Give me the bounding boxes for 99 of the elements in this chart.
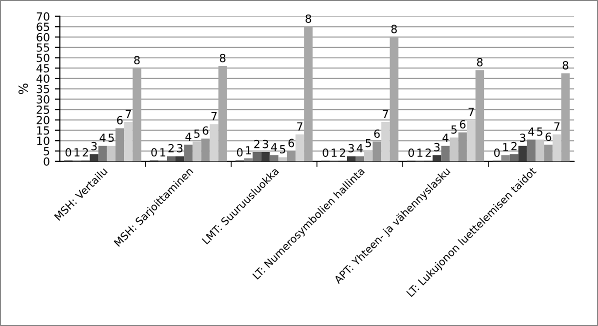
- text: 7: [554, 122, 560, 130]
- y-tick-label: 55: [36, 44, 50, 52]
- text: 1: [332, 148, 337, 157]
- text: 1: [417, 148, 422, 157]
- text: 4: [185, 132, 192, 141]
- text: 8: [220, 54, 226, 62]
- text: 2: [82, 148, 88, 156]
- text: 3: [520, 134, 526, 142]
- bar: [356, 156, 364, 162]
- bar: [252, 152, 262, 162]
- text: 4: [528, 128, 534, 136]
- bar: [501, 155, 510, 162]
- text: 4: [356, 144, 363, 152]
- text: 3: [91, 142, 97, 150]
- text: 0: [236, 148, 243, 157]
- bar: [98, 146, 107, 162]
- text: 6: [374, 129, 380, 138]
- series-label: 5: [108, 134, 114, 142]
- text: 6: [546, 132, 552, 141]
- bar: [176, 156, 184, 162]
- bar: [124, 122, 133, 162]
- bar: [90, 154, 98, 162]
- y-tick-label: 10: [37, 136, 50, 146]
- y-tick-label: 40: [36, 74, 50, 83]
- series-label: 6: [117, 116, 123, 124]
- bar: [364, 151, 373, 162]
- text: 6: [288, 138, 294, 148]
- bar: [544, 144, 553, 162]
- bar: [192, 142, 202, 162]
- text: 5: [194, 130, 200, 138]
- bar: [296, 134, 304, 162]
- series-label: 2: [511, 142, 517, 150]
- series-label: 0: [66, 148, 72, 157]
- text: 2: [254, 140, 260, 148]
- bar: [432, 155, 442, 162]
- text: 7: [126, 110, 131, 118]
- y-axis-title: %: [18, 84, 28, 94]
- bar: [536, 140, 544, 162]
- series-label: 8: [391, 24, 397, 34]
- y-tick-label: 25: [36, 106, 50, 114]
- y-tick-label: 30: [36, 95, 50, 104]
- text: 8: [477, 58, 483, 66]
- bar: [381, 122, 390, 162]
- text: 0: [151, 148, 157, 157]
- bar: [106, 146, 116, 162]
- series-label: 1: [246, 146, 251, 154]
- text: 5: [537, 128, 542, 136]
- bar: [210, 124, 218, 162]
- bar: [466, 120, 476, 162]
- text: 3: [348, 144, 354, 152]
- y-tick-label: 50: [36, 54, 50, 62]
- text: 5: [366, 138, 371, 148]
- bar: [278, 157, 287, 162]
- text: 8: [306, 14, 312, 23]
- text: 7: [468, 108, 474, 116]
- text: 4: [442, 134, 448, 142]
- bar: [346, 156, 356, 162]
- y-tick-label: 60: [36, 33, 50, 42]
- text: 1: [503, 143, 508, 152]
- bar: [510, 154, 518, 162]
- y-tick-label: 35: [36, 84, 50, 94]
- bar: [552, 134, 562, 162]
- bar: [450, 138, 458, 162]
- y-tick-label: 45: [36, 64, 50, 72]
- series-label: 7: [211, 112, 217, 120]
- text: 1: [74, 148, 80, 156]
- text: 6: [202, 126, 208, 135]
- series-label: 4: [100, 134, 106, 142]
- text: 0: [322, 148, 328, 157]
- text: 5: [280, 145, 286, 154]
- bar: [441, 146, 450, 162]
- text: 4: [271, 143, 277, 152]
- text: 7: [297, 122, 302, 130]
- text: 7: [382, 110, 388, 118]
- text: 0: [408, 148, 414, 157]
- text: 1: [160, 148, 166, 156]
- text: 3: [177, 144, 182, 152]
- y-tick-label: 20: [36, 116, 50, 124]
- bar: [270, 155, 278, 162]
- text: 2: [340, 148, 346, 157]
- text: 2: [426, 148, 431, 157]
- bar: [166, 156, 176, 162]
- text: 3: [434, 142, 440, 152]
- y-tick-label: 65: [36, 22, 50, 32]
- text: 8: [562, 61, 568, 70]
- series-label: 3: [262, 140, 268, 148]
- bar: [261, 152, 270, 162]
- text: 8: [134, 56, 140, 64]
- y-tick-label: 0: [44, 157, 50, 166]
- y-tick-label: 5: [44, 147, 50, 156]
- y-tick-label: 15: [37, 126, 50, 135]
- bar: [518, 146, 527, 162]
- text: 0: [494, 148, 500, 157]
- bar: [526, 140, 536, 162]
- text: 5: [451, 125, 457, 134]
- bar: [184, 144, 193, 162]
- text: 2: [168, 144, 174, 152]
- y-tick-label: 70: [36, 12, 50, 21]
- text: 6: [460, 120, 466, 129]
